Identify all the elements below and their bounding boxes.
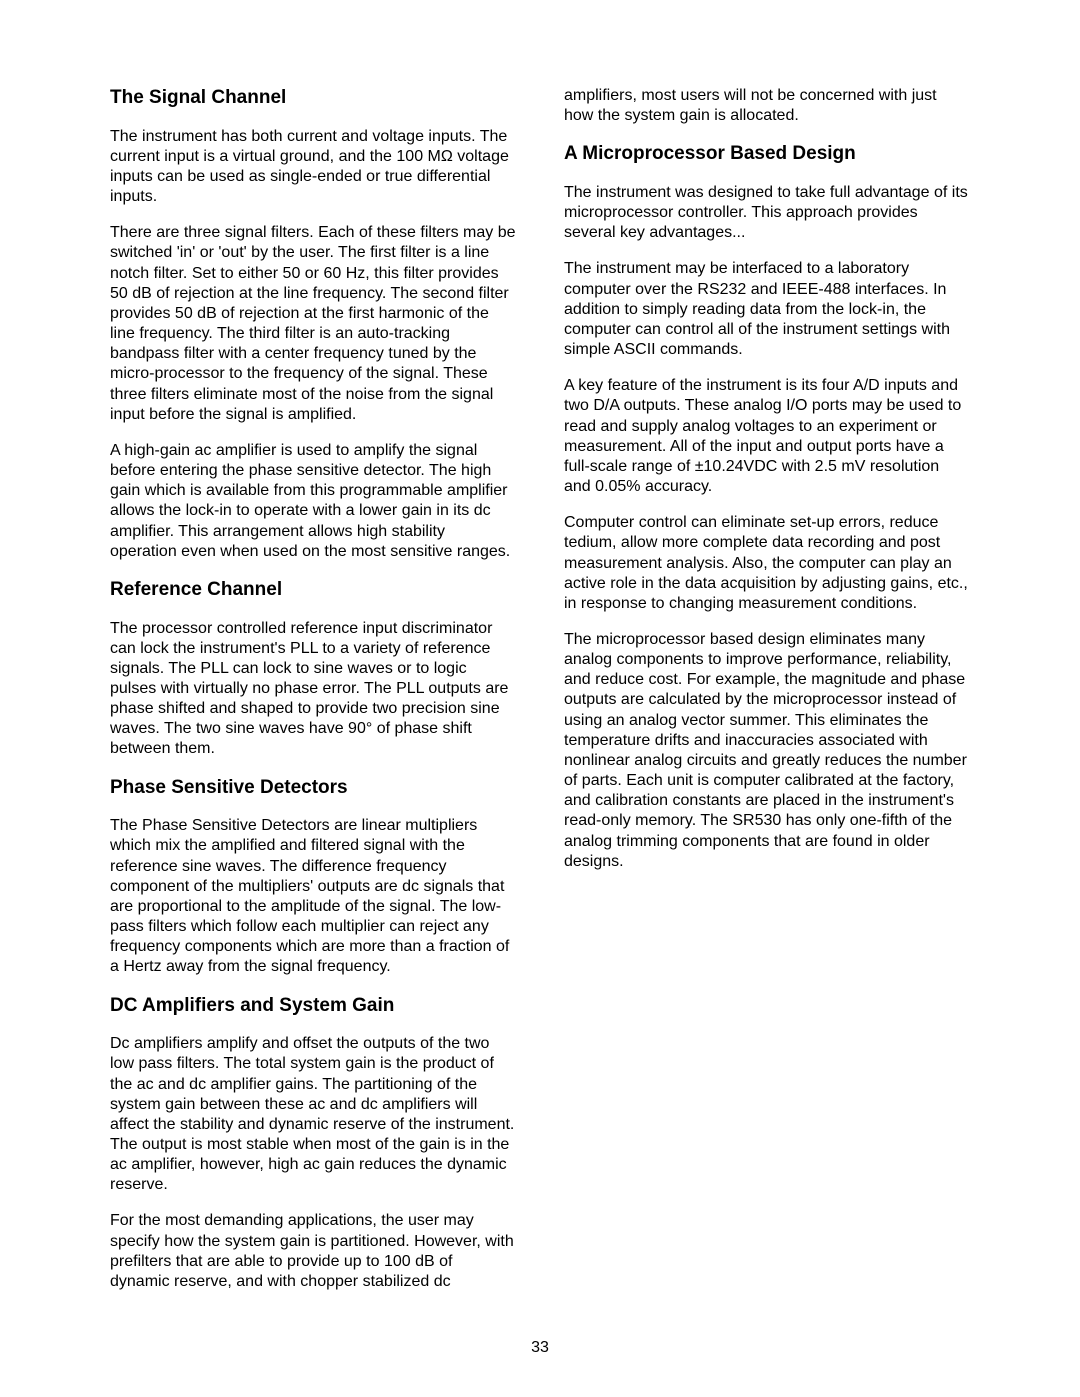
- page: The Signal Channel The instrument has bo…: [0, 0, 1080, 1397]
- heading-signal-channel: The Signal Channel: [110, 86, 516, 111]
- body-paragraph: The microprocessor based design eliminat…: [564, 630, 970, 872]
- heading-dc-amplifiers: DC Amplifiers and System Gain: [110, 994, 516, 1019]
- body-paragraph: The instrument may be interfaced to a la…: [564, 259, 970, 360]
- body-paragraph: Computer control can eliminate set-up er…: [564, 513, 970, 614]
- body-paragraph: A high-gain ac amplifier is used to ampl…: [110, 441, 516, 562]
- body-paragraph: The instrument was designed to take full…: [564, 183, 970, 243]
- page-number: 33: [0, 1339, 1080, 1357]
- heading-microprocessor-design: A Microprocessor Based Design: [564, 142, 970, 167]
- two-column-body: The Signal Channel The instrument has bo…: [110, 86, 970, 1296]
- body-paragraph: A key feature of the instrument is its f…: [564, 376, 970, 497]
- heading-reference-channel: Reference Channel: [110, 578, 516, 603]
- body-paragraph: Dc amplifiers amplify and offset the out…: [110, 1034, 516, 1195]
- heading-phase-sensitive-detectors: Phase Sensitive Detectors: [110, 776, 516, 801]
- body-paragraph: The instrument has both current and volt…: [110, 127, 516, 208]
- body-paragraph: The Phase Sensitive Detectors are linear…: [110, 816, 516, 977]
- body-paragraph: There are three signal filters. Each of …: [110, 223, 516, 425]
- body-paragraph: The processor controlled reference input…: [110, 619, 516, 760]
